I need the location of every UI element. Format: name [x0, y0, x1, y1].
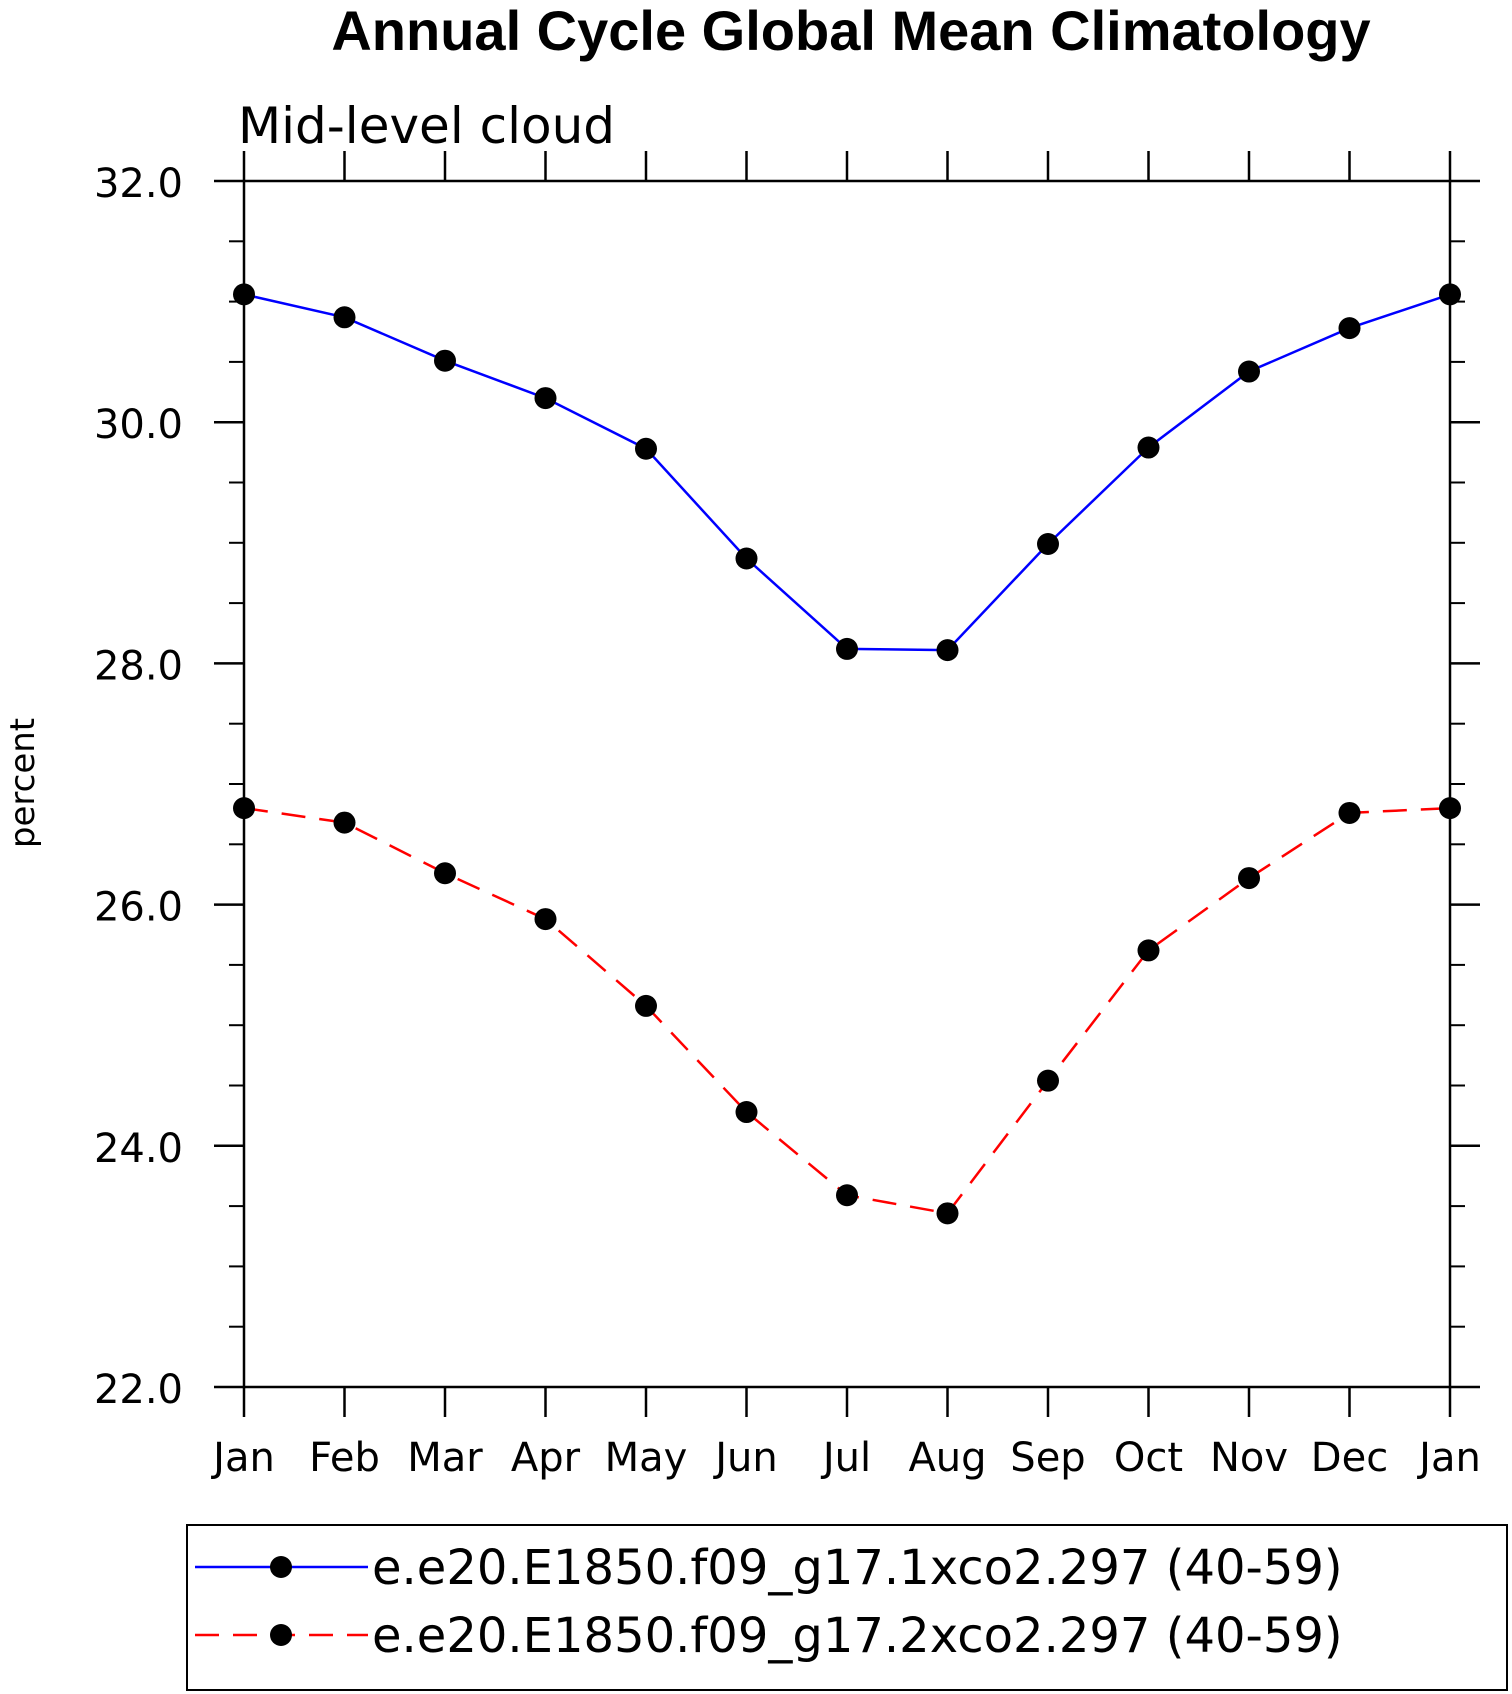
legend: e.e20.E1850.f09_g17.1xco2.297 (40-59) e.e…	[186, 1524, 1508, 1691]
series-line-1	[243, 293, 1451, 652]
axes: Jan Feb Mar Apr May Jun Jul Aug Sep Oct Nov Dec Jan 2…	[94, 151, 1481, 1481]
x-tick-label: Mar	[407, 1435, 483, 1481]
series-2-point	[233, 797, 255, 820]
series-2-point	[836, 1184, 858, 1207]
legend-box	[186, 1524, 1508, 1691]
chart-title: Annual Cycle Global Mean Climatology	[331, 0, 1370, 62]
series-1-point	[635, 437, 657, 460]
series-2-point	[1137, 939, 1160, 962]
series-2-point	[735, 1101, 758, 1124]
legend-marker-2	[270, 1624, 292, 1646]
series-1-point	[1338, 317, 1361, 340]
series-2-point	[534, 908, 557, 931]
x-tick-label: Jan	[210, 1435, 275, 1481]
x-tick-label: Jun	[712, 1435, 778, 1481]
series-1-point	[836, 637, 858, 660]
series-1-point	[233, 283, 255, 306]
series-1-point	[1238, 360, 1260, 383]
series-2-point	[434, 862, 456, 885]
legend-label-1: e.e20.E1850.f09_g17.1xco2.297 (40-59)	[372, 1540, 1343, 1596]
x-tick-label: Nov	[1210, 1435, 1288, 1481]
series-1-point	[1137, 436, 1160, 459]
x-tick-label: Dec	[1311, 1435, 1388, 1481]
series-2-point	[1238, 867, 1260, 890]
series-2-point	[1037, 1069, 1059, 1092]
series-2-point	[333, 811, 356, 834]
series-1-point	[1439, 283, 1461, 306]
y-tick-label: 30.0	[94, 402, 183, 448]
series-1-point	[333, 306, 356, 329]
y-tick-label: 28.0	[94, 643, 183, 689]
series-line-2	[243, 806, 1451, 1215]
series-2-point	[1439, 797, 1461, 820]
series-2-point	[936, 1202, 959, 1225]
legend-label-2: e.e20.E1850.f09_g17.2xco2.297 (40-59)	[372, 1608, 1343, 1664]
series-1-point	[434, 349, 456, 372]
y-tick-label: 22.0	[94, 1367, 183, 1413]
series-1-point	[936, 639, 959, 662]
y-tick-label: 32.0	[94, 161, 183, 207]
series-2-point	[1338, 801, 1361, 824]
x-tick-label: Oct	[1114, 1435, 1183, 1481]
x-tick-label: May	[605, 1435, 688, 1481]
series-1-point	[735, 547, 758, 570]
series-2-point	[635, 994, 657, 1017]
x-tick-label: Jul	[820, 1435, 871, 1481]
y-tick-label: 26.0	[94, 885, 183, 931]
x-tick-label: Feb	[309, 1435, 380, 1481]
y-tick-label: 24.0	[94, 1126, 183, 1172]
x-tick-label: Apr	[511, 1435, 581, 1481]
x-tick-label: Sep	[1010, 1435, 1085, 1481]
x-tick-label: Aug	[908, 1435, 986, 1481]
chart-subtitle: Mid-level cloud	[238, 97, 615, 155]
x-tick-label: Jan	[1416, 1435, 1481, 1481]
y-axis-label: percent	[3, 718, 43, 848]
series-1-point	[534, 387, 557, 410]
series-1-point	[1037, 533, 1059, 556]
legend-marker-1	[270, 1556, 292, 1578]
series-layer	[233, 283, 1461, 1225]
